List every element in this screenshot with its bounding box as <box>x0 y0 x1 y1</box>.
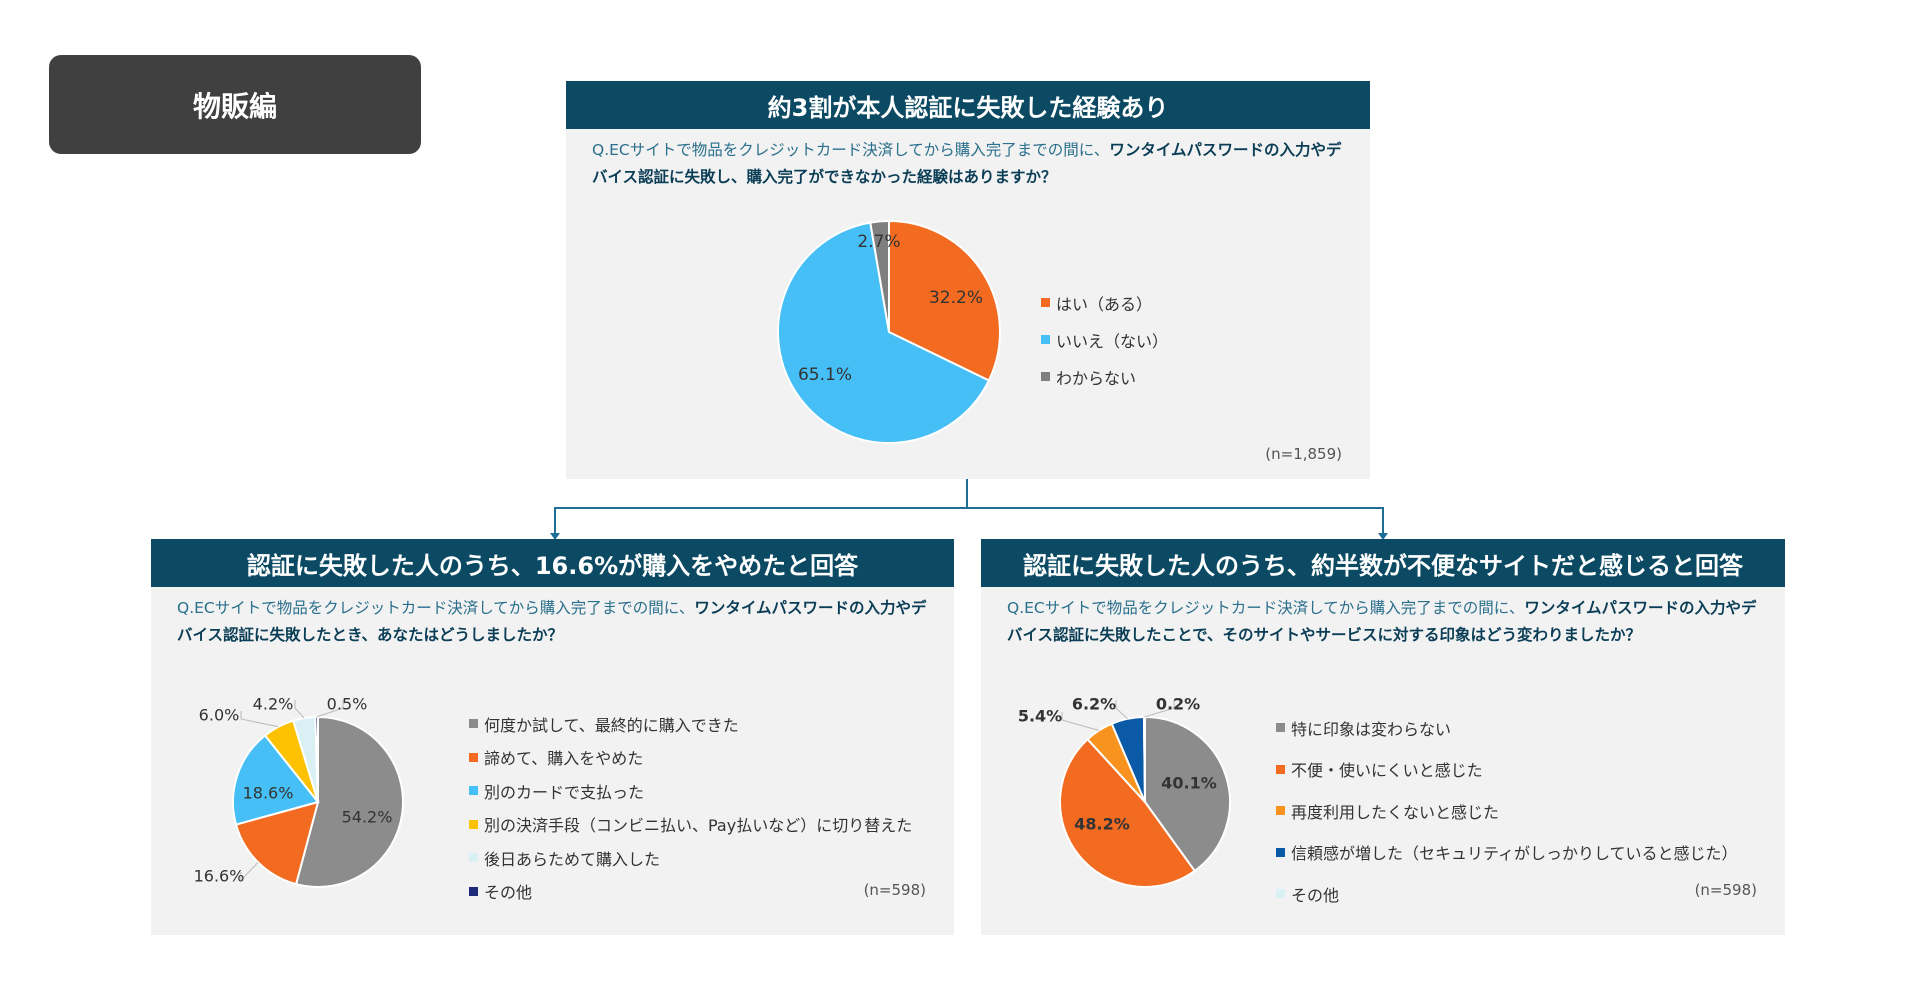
legend-item: 何度か試して、最終的に購入できた <box>469 707 912 741</box>
pie-slice <box>232 734 320 826</box>
pie-slice <box>777 221 991 444</box>
arrow-right-icon <box>1378 533 1388 540</box>
pie-slice <box>1144 715 1231 873</box>
leader-line <box>1144 700 1175 718</box>
legend-swatch <box>469 752 478 762</box>
legend-label: 別のカードで支払った <box>484 782 645 802</box>
legend-swatch <box>1041 298 1050 307</box>
legend-item: 後日あらためて購入した <box>469 841 912 875</box>
data-label: 6.0% <box>199 706 240 725</box>
legend-swatch <box>469 719 478 729</box>
data-label: 18.6% <box>243 784 294 803</box>
legend-swatch <box>1276 723 1285 733</box>
leader-line <box>1061 712 1100 731</box>
legend-label: その他 <box>1291 885 1340 905</box>
legend-item: いいえ（ない） <box>1041 321 1168 358</box>
legend-label: 何度か試して、最終的に購入できた <box>484 715 739 735</box>
pie-slice <box>294 715 404 888</box>
sample-size: (n=1,859) <box>1265 445 1342 463</box>
legend-swatch <box>1276 764 1285 774</box>
legend-item: わからない <box>1041 358 1168 395</box>
data-label: 54.2% <box>342 808 393 827</box>
pie-slice <box>234 800 320 886</box>
panel-title: 約3割が本人認証に失敗した経験あり <box>566 81 1370 129</box>
legend-label: 特に印象は変わらない <box>1291 719 1452 739</box>
legend-item: 諦めて、購入をやめた <box>469 741 912 775</box>
leader-line <box>240 711 279 728</box>
data-label: 2.7% <box>857 232 900 252</box>
legend-item: 再度利用したくないと感じた <box>1276 790 1738 832</box>
arrow-left-icon <box>550 533 560 540</box>
legend-swatch <box>1041 372 1050 381</box>
question-text: Q.ECサイトで物品をクレジットカード決済してから購入完了までの間に、ワンタイム… <box>177 599 927 644</box>
pie-slice <box>888 219 1001 382</box>
data-label: 16.6% <box>194 867 245 886</box>
legend-label: その他 <box>484 883 533 903</box>
sample-size: (n=598) <box>1694 881 1757 899</box>
data-label: 40.1% <box>1161 774 1217 793</box>
panel-title: 認証に失敗した人のうち、16.6%が購入をやめたと回答 <box>151 539 954 587</box>
connector-left-drop <box>554 507 556 535</box>
legend-item: その他 <box>1276 873 1738 915</box>
legend-item: 別のカードで支払った <box>469 774 912 808</box>
legend-swatch <box>1276 806 1285 816</box>
legend-label: はい（ある） <box>1056 294 1153 314</box>
pie-slice <box>869 219 890 333</box>
leader-line <box>316 700 344 718</box>
data-label: 0.2% <box>1156 695 1200 714</box>
panel-title: 認証に失敗した人のうち、約半数が不便なサイトだと感じると回答 <box>981 539 1785 587</box>
legend-label: 諦めて、購入をやめた <box>484 749 644 769</box>
data-label: 32.2% <box>929 288 983 308</box>
data-label: 4.2% <box>253 695 294 714</box>
panel-left: 認証に失敗した人のうち、16.6%が購入をやめたと回答 Q.ECサイトで物品をク… <box>151 539 954 935</box>
legend-swatch <box>469 786 478 796</box>
legend-item: 別の決済手段（コンビニ払い、Pay払いなど）に切り替えた <box>469 808 912 842</box>
legend-label: 別の決済手段（コンビニ払い、Pay払いなど）に切り替えた <box>484 816 913 836</box>
pie-chart-0: 32.2% 65.1% 2.7% <box>777 219 1001 444</box>
leader-line <box>1115 700 1128 720</box>
connector-horizontal <box>554 507 1384 509</box>
legend-swatch <box>469 853 478 863</box>
data-label: 6.2% <box>1072 695 1116 714</box>
legend-label: 再度利用したくないと感じた <box>1291 802 1500 822</box>
connector-right-drop <box>1382 507 1384 535</box>
leader-line <box>240 861 259 882</box>
legend-swatch <box>1276 847 1285 857</box>
pie-slice <box>1142 715 1146 803</box>
legend-label: 信頼感が増した（セキュリティがしっかりしていると感じた） <box>1291 844 1738 864</box>
legend-label: いいえ（ない） <box>1056 331 1169 351</box>
sample-size: (n=598) <box>863 881 926 899</box>
legend-swatch <box>1276 889 1285 899</box>
legend: はい（ある） いいえ（ない） わからない <box>1041 284 1168 395</box>
connector-vertical <box>966 479 968 507</box>
legend-swatch <box>469 886 478 896</box>
data-label: 5.4% <box>1018 707 1062 726</box>
leader-line <box>294 700 305 719</box>
legend-item: その他 <box>469 875 912 909</box>
legend-label: 不便・使いにくいと感じた <box>1291 761 1483 781</box>
legend-item: はい（ある） <box>1041 284 1168 321</box>
data-label: 0.5% <box>327 695 368 714</box>
pie-chart-2: 40.1% 48.2% 5.4% 6.2% 0.2% <box>1018 695 1231 889</box>
legend-item: 信頼感が増した（セキュリティがしっかりしていると感じた） <box>1276 832 1738 874</box>
legend-item: 不便・使いにくいと感じた <box>1276 749 1738 791</box>
legend-label: 後日あらためて購入した <box>484 849 661 869</box>
legend: 何度か試して、最終的に購入できた 諦めて、購入をやめた 別のカードで支払った別の決済… <box>469 707 912 908</box>
data-label: 48.2% <box>1074 815 1130 834</box>
data-label: 65.1% <box>798 365 852 385</box>
panel-top: 約3割が本人認証に失敗した経験あり Q.ECサイトで物品をクレジットカード決済し… <box>566 81 1370 479</box>
legend: 特に印象は変わらない不便・使いにくいと感じた 再度利用したくないと感じた信頼感が増… <box>1276 707 1738 915</box>
question-text: Q.ECサイトで物品をクレジットカード決済してから購入完了までの間に、ワンタイム… <box>592 141 1342 186</box>
legend-swatch <box>1041 335 1050 344</box>
legend-swatch <box>469 819 478 829</box>
pie-chart-1: 54.2% 16.6% 18.6% 6.0% 4.2% 0.5% <box>194 695 404 888</box>
legend-item: 特に印象は変わらない <box>1276 707 1738 749</box>
legend-label: わからない <box>1056 368 1137 388</box>
section-badge: 物販編 <box>49 55 421 154</box>
pie-slice <box>1059 737 1197 889</box>
question-text: Q.ECサイトで物品をクレジットカード決済してから購入完了までの間に、ワンタイム… <box>1007 599 1757 644</box>
